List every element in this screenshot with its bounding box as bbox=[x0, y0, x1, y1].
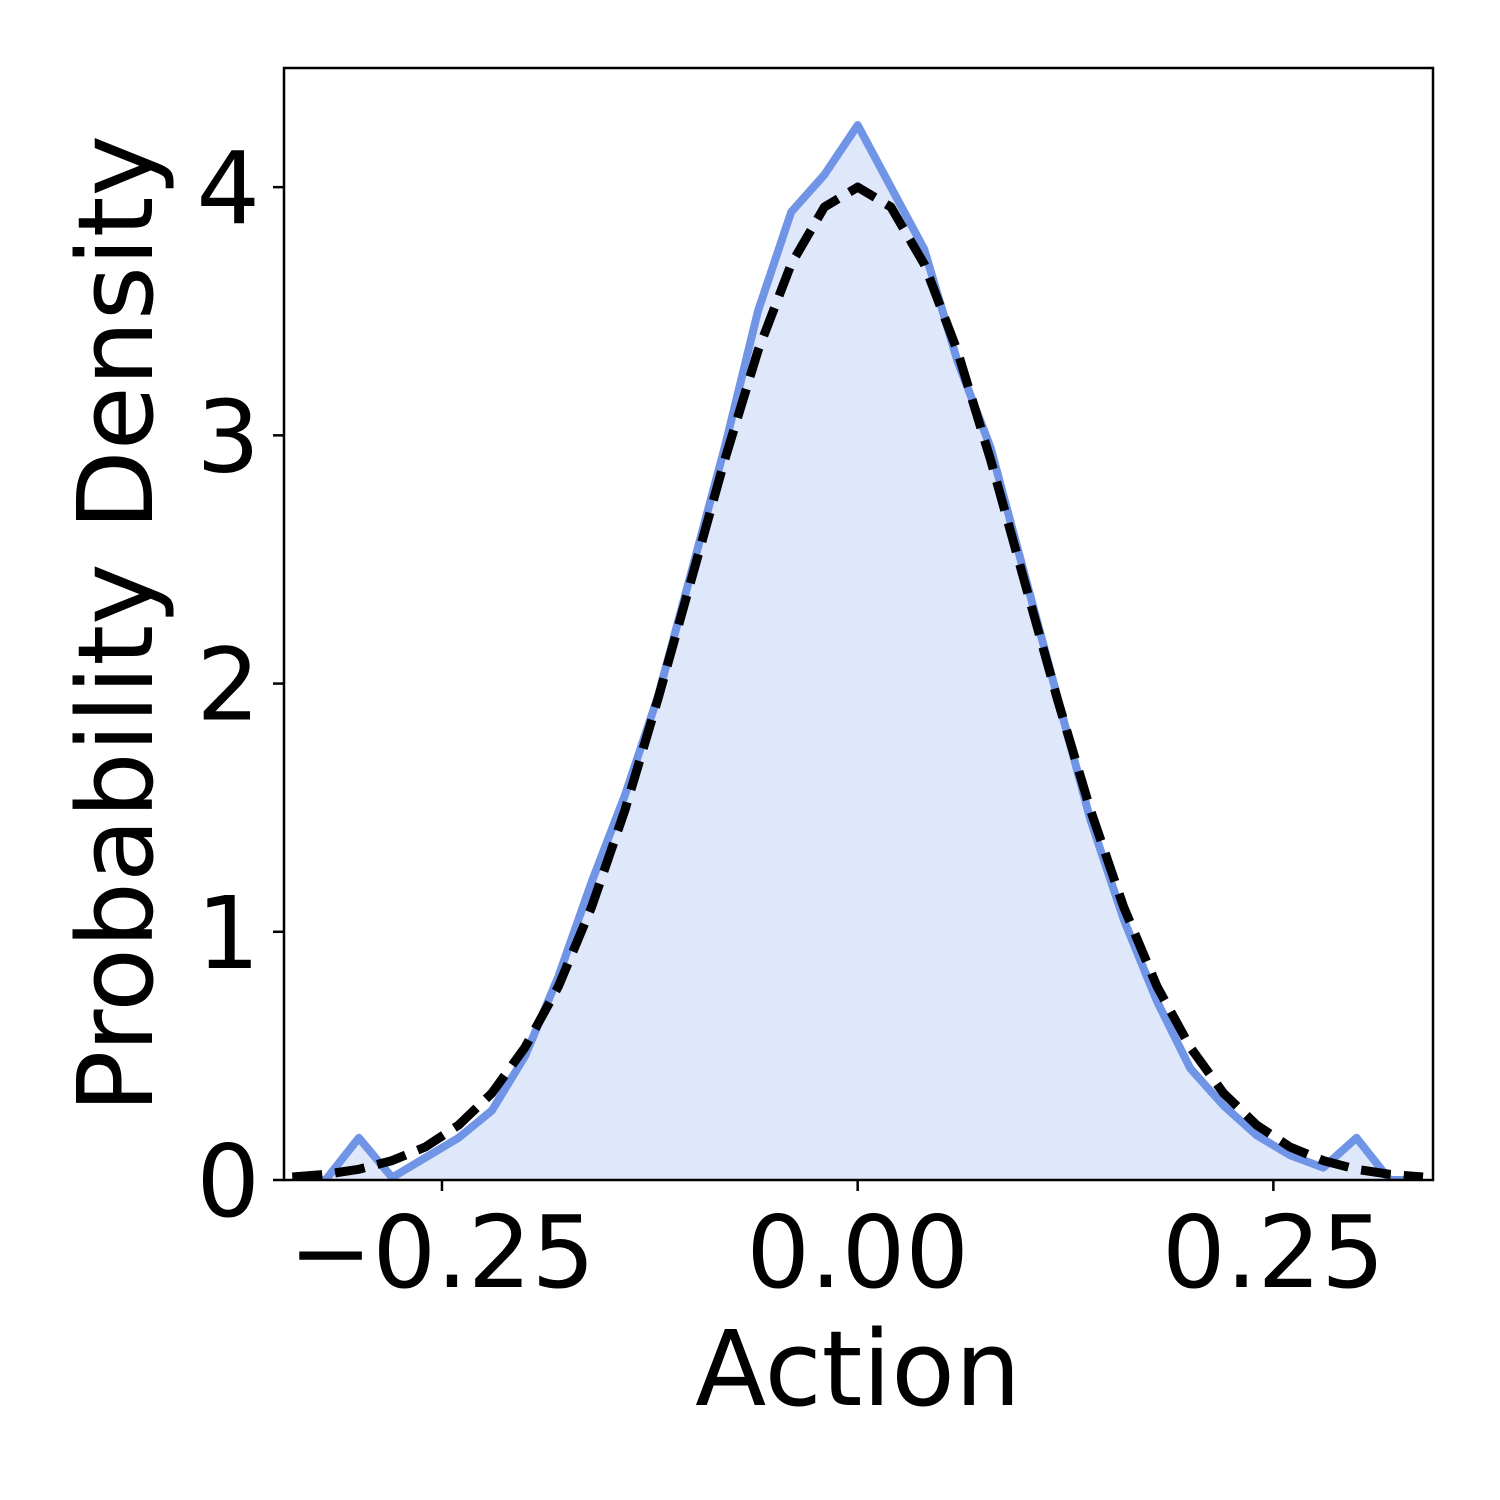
x-tick-label: 0.25 bbox=[1162, 1194, 1385, 1311]
y-tick-label: 0 bbox=[196, 1123, 260, 1240]
density-curve bbox=[292, 121, 1423, 1180]
x-tick-label: −0.25 bbox=[289, 1194, 595, 1311]
y-tick-label: 3 bbox=[196, 378, 260, 495]
y-tick-label: 2 bbox=[196, 627, 260, 744]
x-axis-label: Action bbox=[695, 1308, 1021, 1430]
x-tick-label: 0.00 bbox=[746, 1194, 969, 1311]
area bbox=[292, 125, 1424, 1180]
y-tick-label: 4 bbox=[196, 130, 260, 247]
y-tick-label: 1 bbox=[196, 875, 260, 992]
fit-curve bbox=[291, 182, 1424, 1180]
y-axis-label: Probability Density bbox=[55, 135, 177, 1113]
